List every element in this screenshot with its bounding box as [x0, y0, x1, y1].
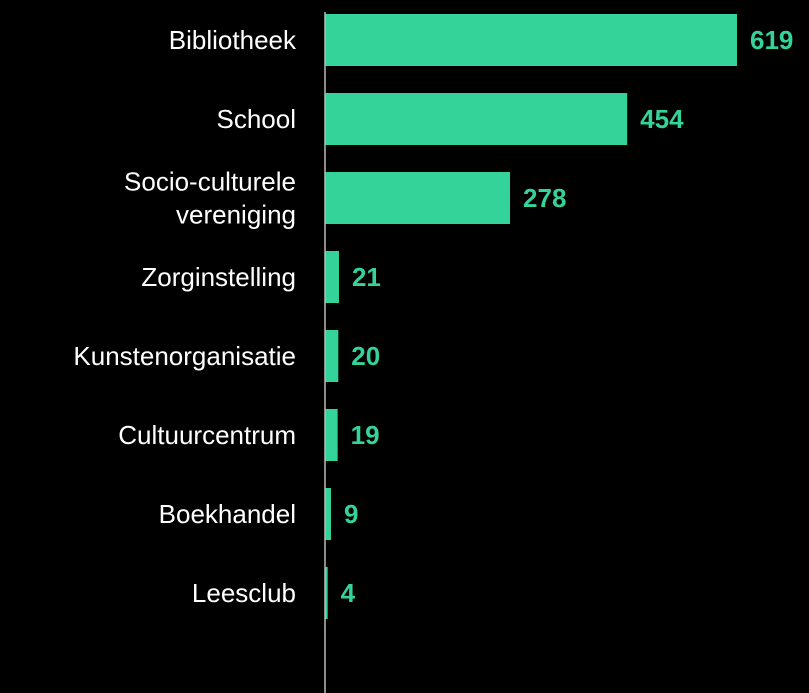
- value-label: 454: [640, 104, 684, 134]
- category-label: vereniging: [176, 200, 296, 230]
- bar: [325, 567, 328, 619]
- bar: [325, 488, 331, 540]
- value-label: 4: [341, 578, 356, 608]
- category-label: Cultuurcentrum: [118, 420, 296, 450]
- category-label: Kunstenorganisatie: [73, 341, 296, 371]
- value-label: 20: [351, 341, 380, 371]
- bar: [325, 330, 339, 382]
- category-label: School: [217, 104, 297, 134]
- bars-group: [325, 14, 737, 619]
- bar: [325, 409, 338, 461]
- value-label: 21: [352, 262, 381, 292]
- value-label: 278: [523, 183, 566, 213]
- value-label: 19: [351, 420, 380, 450]
- category-label: Boekhandel: [159, 499, 296, 529]
- bar: [325, 93, 628, 145]
- value-label: 619: [750, 25, 793, 55]
- category-label: Leesclub: [192, 578, 296, 608]
- category-label: Socio-culturele: [124, 167, 296, 197]
- value-labels-group: 619 454 278 21 20 19 9 4: [341, 25, 794, 608]
- bar: [325, 14, 737, 66]
- category-label: Bibliotheek: [169, 25, 297, 55]
- category-label: Zorginstelling: [141, 262, 296, 292]
- bar: [325, 251, 339, 303]
- bar: [325, 172, 511, 224]
- value-label: 9: [344, 499, 358, 529]
- category-labels-group: Bibliotheek School Socio-cultureleverenigi…: [73, 25, 297, 608]
